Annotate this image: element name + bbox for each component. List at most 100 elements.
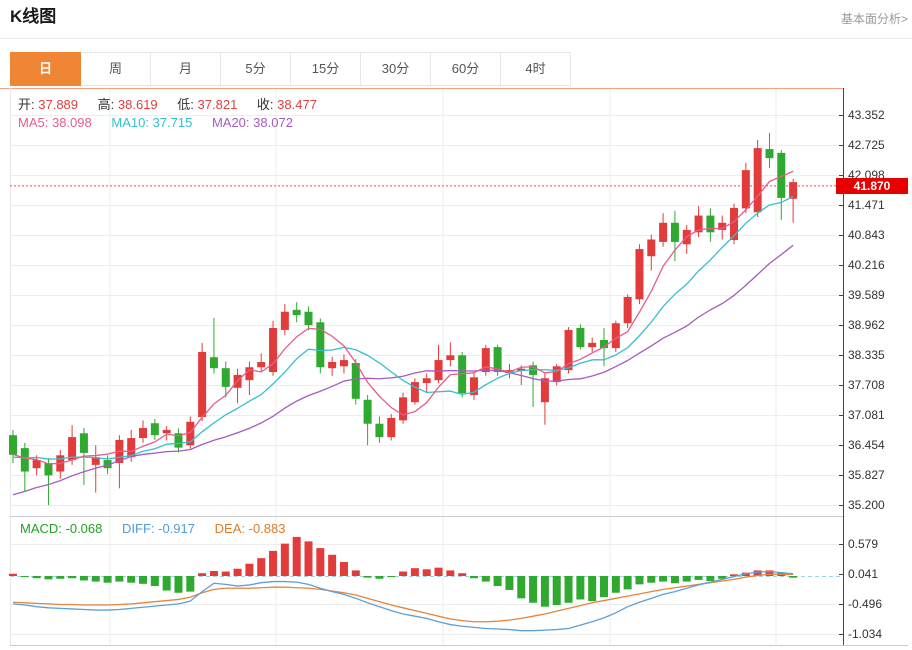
candle-body bbox=[20, 448, 29, 472]
macd-bar bbox=[233, 568, 242, 576]
candle-body bbox=[600, 339, 608, 349]
candle-body bbox=[245, 367, 254, 381]
diff-value: DIFF: -0.917 bbox=[122, 521, 196, 536]
macd-bar bbox=[32, 576, 41, 579]
candle-body bbox=[44, 462, 53, 476]
candle-body bbox=[269, 328, 278, 373]
tab-日[interactable]: 日 bbox=[10, 52, 81, 86]
candle-body bbox=[765, 149, 774, 159]
candle-body bbox=[753, 148, 762, 213]
interval-tab-bar: 日周月 5分 15分 30分 60分 4时 bbox=[10, 52, 571, 86]
macd-bar bbox=[682, 576, 691, 582]
diff-line bbox=[12, 570, 794, 632]
macd-bar bbox=[44, 576, 53, 580]
macd-bar bbox=[446, 570, 455, 576]
tab-30分[interactable]: 30分 bbox=[361, 52, 431, 86]
candle-body bbox=[68, 437, 77, 461]
macd-legend: MACD: -0.068 DIFF: -0.917 DEA: -0.883 bbox=[20, 521, 301, 536]
candle-body bbox=[399, 397, 408, 421]
candle-body bbox=[328, 361, 337, 369]
macd-histogram bbox=[9, 536, 798, 607]
macd-bar bbox=[292, 536, 301, 576]
macd-bar bbox=[68, 576, 77, 579]
macd-bar bbox=[103, 576, 112, 583]
macd-value: MACD: -0.068 bbox=[20, 521, 103, 536]
macd-bar bbox=[635, 576, 644, 585]
ma10-line bbox=[12, 195, 794, 460]
macd-bar bbox=[458, 573, 467, 576]
current-price-badge: 41.870 bbox=[836, 178, 908, 194]
macd-bar bbox=[91, 576, 100, 582]
candle-body bbox=[493, 347, 502, 373]
candle-body bbox=[469, 377, 478, 395]
candle-body bbox=[670, 222, 679, 242]
macd-bar bbox=[611, 576, 620, 593]
tab-60分[interactable]: 60分 bbox=[431, 52, 501, 86]
price-tick-label: 35.200 bbox=[848, 498, 885, 512]
tab-15分[interactable]: 15分 bbox=[291, 52, 361, 86]
candle-body bbox=[209, 357, 218, 369]
macd-tick-label: -1.034 bbox=[848, 627, 883, 641]
macd-bar bbox=[765, 570, 774, 576]
candle-body bbox=[659, 222, 668, 242]
candle-body bbox=[446, 355, 455, 361]
price-tick-label: 40.216 bbox=[848, 258, 885, 272]
ma20-line bbox=[12, 244, 794, 496]
price-tick-label: 38.335 bbox=[848, 348, 885, 362]
macd-bar bbox=[481, 576, 490, 582]
macd-bar bbox=[422, 569, 431, 576]
candle-body bbox=[481, 348, 490, 373]
macd-bar bbox=[588, 576, 597, 602]
candle-body bbox=[351, 362, 360, 399]
macd-bar bbox=[186, 576, 195, 592]
candle-body bbox=[139, 428, 148, 439]
price-tick-label: 37.081 bbox=[848, 408, 885, 422]
tab-4时[interactable]: 4时 bbox=[501, 52, 571, 86]
candle-body bbox=[611, 323, 620, 349]
macd-bar bbox=[328, 554, 337, 576]
price-tick-label: 38.962 bbox=[848, 318, 885, 332]
candle-body bbox=[339, 360, 348, 367]
open-value: 开: 37.889 bbox=[18, 97, 79, 112]
price-tick-label: 43.352 bbox=[848, 108, 885, 122]
macd-bar bbox=[9, 573, 17, 576]
candle-body bbox=[9, 435, 17, 455]
macd-bar bbox=[623, 576, 632, 590]
candle-body bbox=[564, 329, 573, 371]
macd-bar bbox=[399, 571, 408, 576]
macd-bar bbox=[505, 576, 514, 590]
macd-bar bbox=[493, 576, 502, 587]
candle-body bbox=[741, 170, 750, 209]
macd-bar bbox=[730, 574, 739, 576]
tab-周[interactable]: 周 bbox=[81, 52, 151, 86]
macd-bar bbox=[375, 576, 384, 579]
macd-bar bbox=[304, 541, 313, 576]
macd-bar bbox=[706, 576, 715, 582]
candle-body bbox=[221, 368, 230, 387]
ma20-value: MA20: 38.072 bbox=[211, 115, 293, 130]
tab-月[interactable]: 月 bbox=[151, 52, 221, 86]
macd-bar bbox=[789, 576, 798, 578]
macd-bar bbox=[316, 548, 325, 576]
fundamental-analysis-link[interactable]: 基本面分析> bbox=[840, 12, 908, 26]
candle-body bbox=[706, 215, 715, 233]
price-tick-label: 35.827 bbox=[848, 468, 885, 482]
candle-body bbox=[280, 311, 289, 330]
macd-bar bbox=[529, 576, 538, 603]
candle-body bbox=[422, 378, 431, 384]
macd-bar bbox=[434, 567, 443, 576]
tab-5分[interactable]: 5分 bbox=[221, 52, 291, 86]
macd-bar bbox=[540, 576, 549, 607]
ohlc-legend: 开: 37.889 高: 38.619 低: 37.821 收: 38.477 bbox=[18, 94, 333, 113]
candle-body bbox=[292, 309, 301, 316]
candle-body bbox=[730, 207, 739, 240]
candles-layer bbox=[9, 132, 798, 506]
price-tick-label: 42.725 bbox=[848, 138, 885, 152]
candle-body bbox=[789, 182, 798, 199]
macd-bar bbox=[552, 576, 561, 606]
macd-bar bbox=[564, 576, 573, 603]
candle-body bbox=[198, 351, 207, 418]
ma-legend: MA5: 38.098 MA10: 37.715 MA20: 38.072 bbox=[18, 115, 309, 130]
macd-bar bbox=[20, 576, 29, 578]
